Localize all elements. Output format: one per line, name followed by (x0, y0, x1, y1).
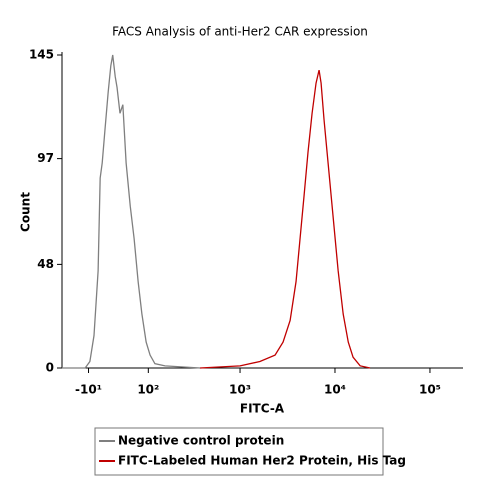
y-tick-label: 145 (29, 48, 54, 62)
x-tick-label: 10⁴ (324, 383, 346, 397)
legend-label: Negative control protein (118, 434, 284, 448)
legend-label: FITC-Labeled Human Her2 Protein, His Tag (118, 454, 406, 468)
legend-box (94, 427, 384, 476)
x-tick-label: 10⁵ (419, 383, 441, 397)
y-axis-label: Count (19, 192, 33, 232)
x-tick-label: 10² (137, 383, 159, 397)
x-tick-label: -10¹ (75, 383, 102, 397)
y-tick-label: 48 (37, 257, 54, 271)
histogram-line (200, 69, 371, 369)
chart-title: FACS Analysis of anti-Her2 CAR expressio… (112, 25, 368, 39)
histogram-line (62, 54, 201, 369)
y-tick-label: 0 (46, 361, 54, 375)
x-tick-label: 10³ (229, 383, 251, 397)
x-axis-label: FITC-A (240, 402, 285, 416)
y-tick-label: 97 (37, 151, 54, 165)
